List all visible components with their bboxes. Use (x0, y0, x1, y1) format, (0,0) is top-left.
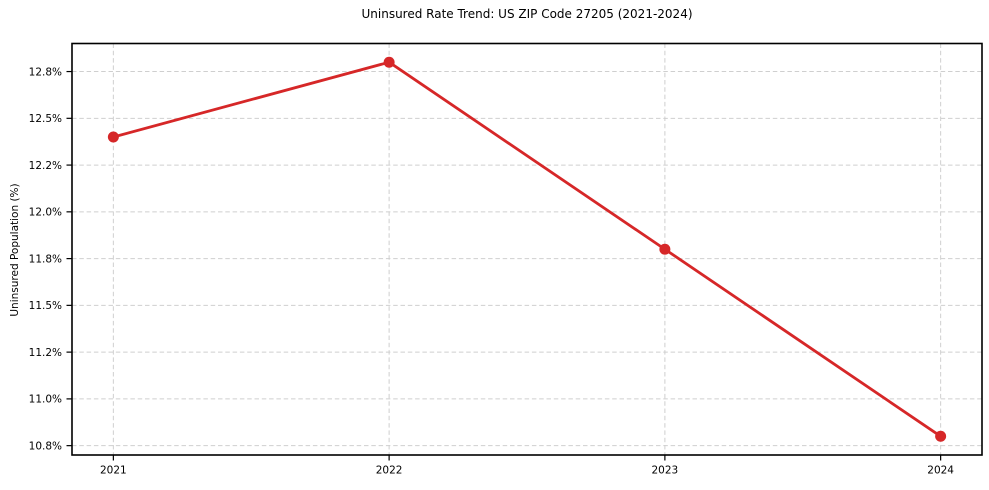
plot-border (71, 42, 983, 456)
x-tick-label: 2022 (376, 465, 403, 477)
data-point-marker (383, 56, 395, 68)
y-tick-label: 11.0% (29, 394, 62, 406)
y-tick-label: 12.0% (29, 207, 62, 219)
trend-line (111, 60, 943, 438)
y-tick-label: 12.5% (29, 113, 62, 125)
data-point-marker (107, 131, 119, 143)
y-tick-label: 12.8% (29, 66, 62, 78)
data-point-marker (659, 243, 671, 255)
y-tick-label: 12.2% (29, 160, 62, 172)
y-tick-label: 11.8% (29, 253, 62, 265)
y-tick-label: 11.2% (29, 347, 62, 359)
x-tick-label: 2024 (927, 465, 954, 477)
x-tick-label: 2021 (100, 465, 127, 477)
y-tick-label: 10.8% (29, 440, 62, 452)
x-tick-label: 2023 (652, 465, 679, 477)
y-tick-label: 11.5% (29, 300, 62, 312)
chart-title: Uninsured Rate Trend: US ZIP Code 27205 … (361, 7, 693, 21)
data-point-marker (935, 430, 947, 442)
